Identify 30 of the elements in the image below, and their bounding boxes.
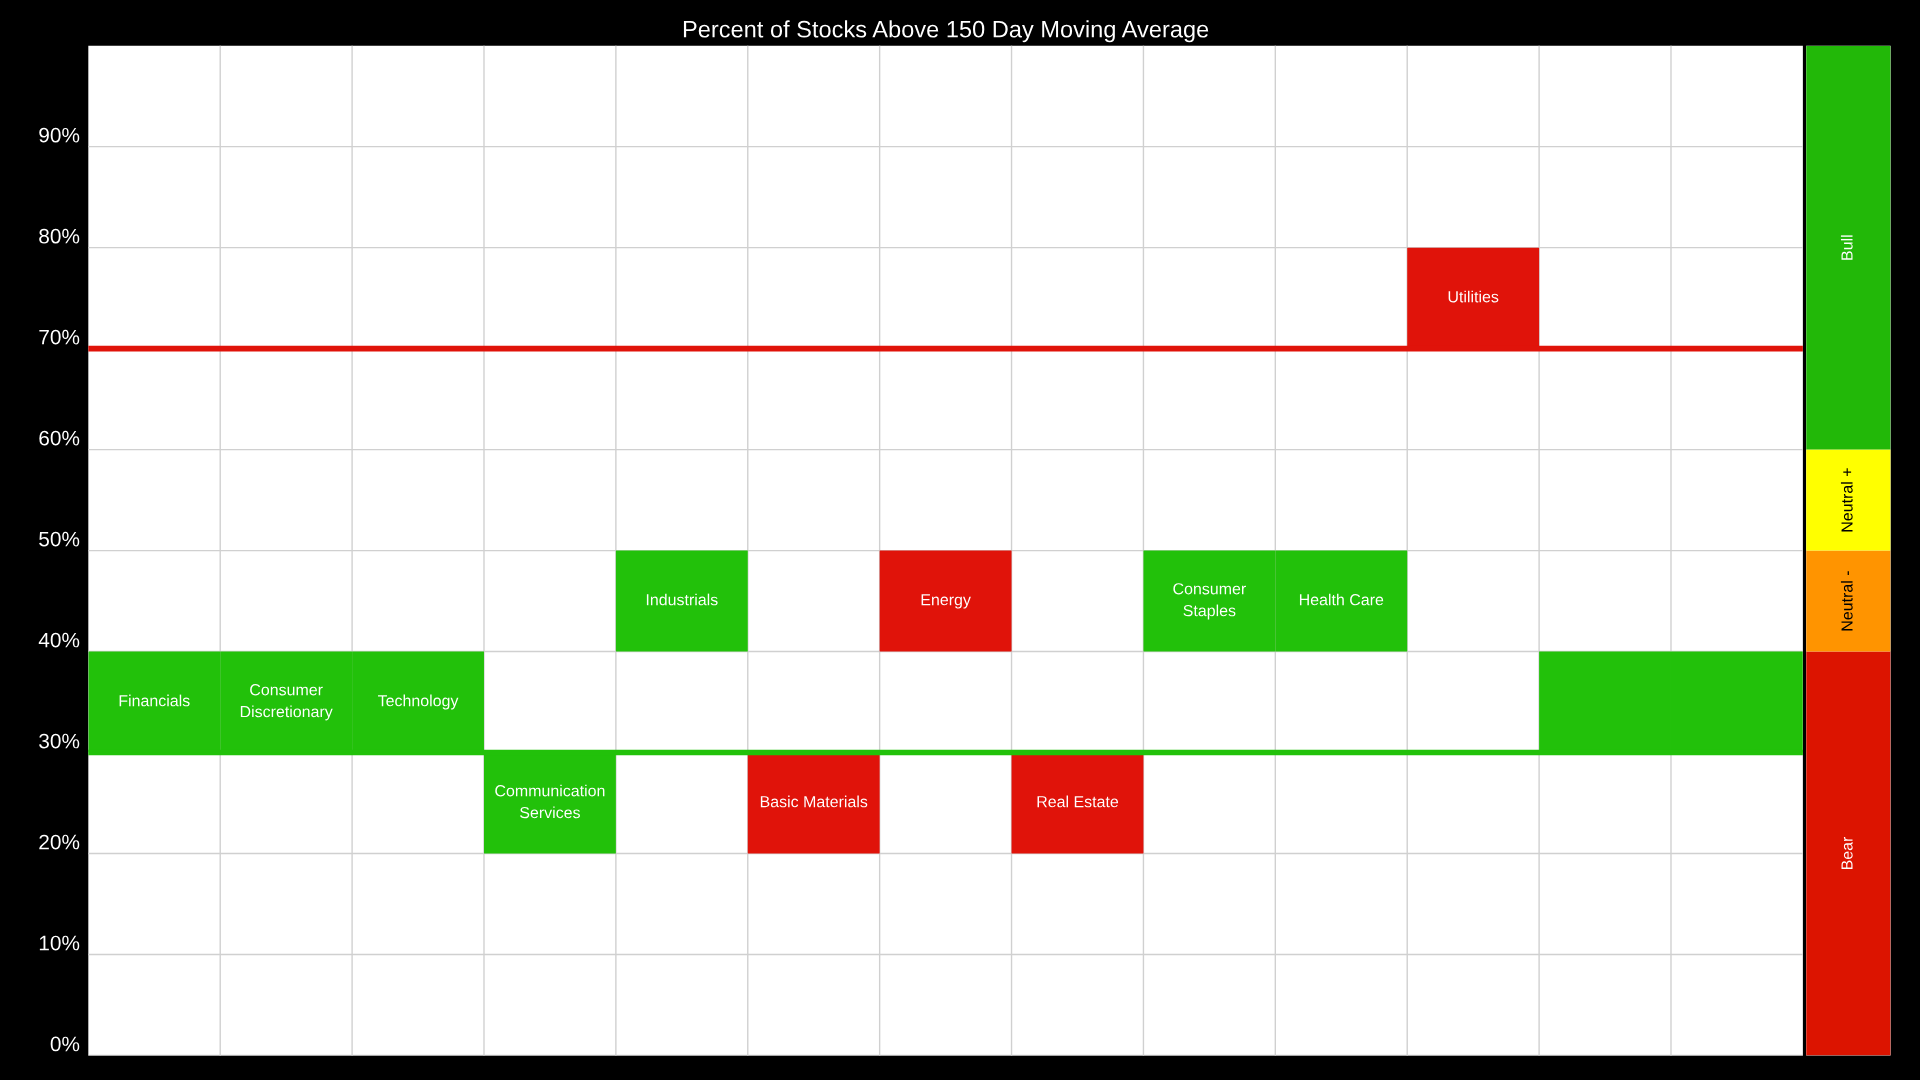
series-label: Bull <box>1840 235 1853 260</box>
y-tick-label: 40% <box>38 632 80 648</box>
y-tick-label: 0% <box>50 1036 80 1052</box>
y-tick-label: 70% <box>39 329 80 345</box>
y-tick-label: 90% <box>39 127 80 143</box>
category-label: Technology <box>378 694 459 710</box>
category-label: Utilities <box>1448 290 1499 303</box>
series-label: Neutral + <box>1840 468 1853 532</box>
bar <box>1806 45 1891 450</box>
category-label: Energy <box>921 594 971 609</box>
y-tick-label: 30% <box>39 733 80 749</box>
y-tick-label: 80% <box>39 228 80 244</box>
y-tick-label: 20% <box>39 834 80 850</box>
category-label: Consumer Staples <box>1173 583 1246 620</box>
y-tick-label: 60% <box>39 430 80 446</box>
chart-title: Percent of Stocks Above 150 Day Moving Average <box>683 20 1209 43</box>
category-label: Financials <box>119 694 190 707</box>
category-label: Real Estate <box>1037 795 1119 808</box>
y-tick-label: 10% <box>39 935 80 951</box>
series-label: Bear <box>1841 836 1853 870</box>
bar <box>1806 651 1891 1056</box>
category-label: Health Care <box>1299 593 1384 606</box>
category-label: Consumer Discretionary <box>240 684 333 721</box>
series-label: Neutral - <box>1840 571 1853 631</box>
bar <box>1806 449 1891 551</box>
category-label: Communication Services <box>495 784 605 819</box>
y-tick-label: 50% <box>39 531 80 547</box>
bar <box>1806 550 1891 652</box>
category-label: Industrials <box>646 593 718 606</box>
category-label: Basic Materials <box>760 795 868 808</box>
